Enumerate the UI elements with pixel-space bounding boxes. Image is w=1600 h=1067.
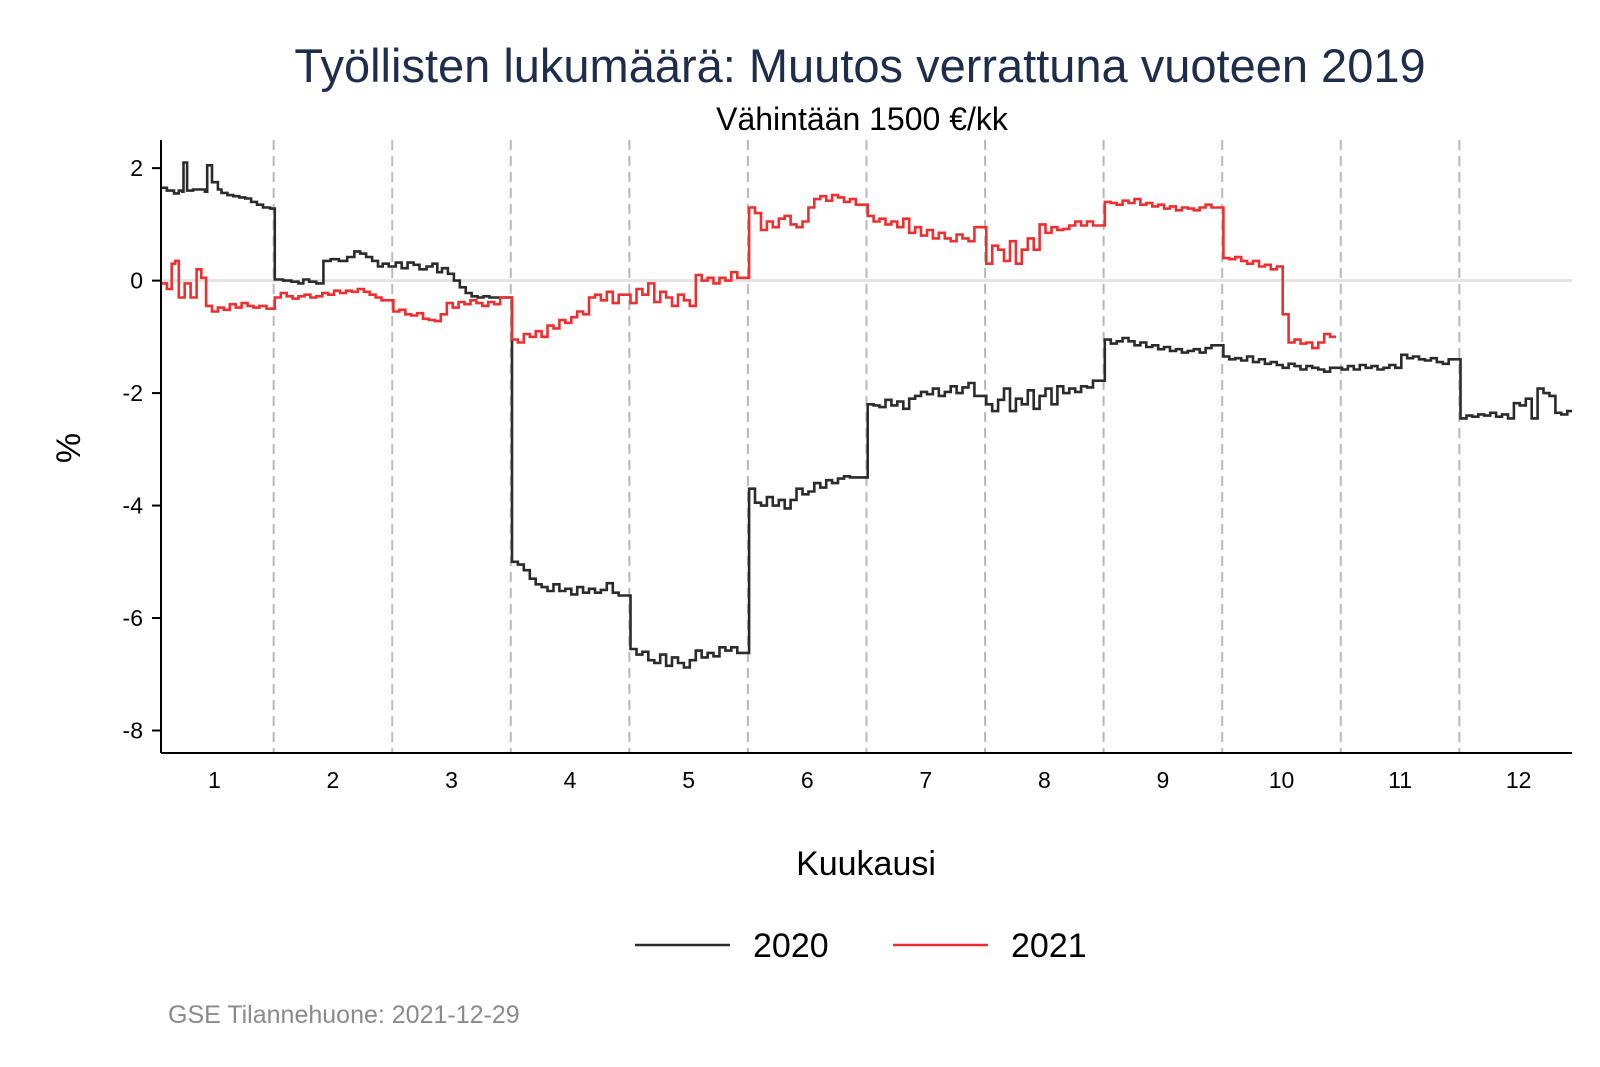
x-tick-label-8: 8 [1038,767,1051,793]
y-axis-title: % [50,433,88,463]
y-tick-label-2: -2 [123,380,143,406]
x-axis-ticks: 1 2 3 4 5 6 7 8 9 10 11 12 [208,767,1531,793]
x-tick-label-7: 7 [919,767,932,793]
x-tick-label-2: 2 [327,767,340,793]
axes [160,140,1572,754]
x-tick-label-3: 3 [445,767,458,793]
x-tick-label-11: 11 [1388,767,1412,793]
y-tick-label-5: -8 [123,718,143,744]
y-tick-label-1: 0 [130,268,143,294]
x-tick-label-6: 6 [801,767,814,793]
source-note: GSE Tilannehuone: 2021-12-29 [168,1001,520,1029]
chart-subtitle: Vähintään 1500 €/kk [716,101,1009,137]
series-line-2020 [161,161,1572,669]
x-tick-label-4: 4 [564,767,577,793]
x-tick-label-5: 5 [682,767,695,793]
x-tick-label-10: 10 [1269,767,1295,793]
x-tick-label-1: 1 [208,767,221,793]
y-tick-label-4: -6 [123,605,143,631]
y-tick-label-0: 2 [130,155,143,181]
y-axis-ticks: 2 0 -2 -4 -6 -8 [123,155,161,744]
chart-title: Työllisten lukumäärä: Muutos verrattuna … [294,39,1425,92]
y-tick-label-3: -4 [123,493,144,519]
series-line-2021 [161,193,1336,350]
legend-label-2021: 2021 [1011,927,1087,965]
legend-label-2020: 2020 [753,927,829,965]
x-axis-title: Kuukausi [796,845,936,883]
legend: 2020 2021 [635,927,1087,965]
x-tick-label-12: 12 [1506,767,1532,793]
series-lines [161,161,1572,669]
x-tick-label-9: 9 [1157,767,1170,793]
